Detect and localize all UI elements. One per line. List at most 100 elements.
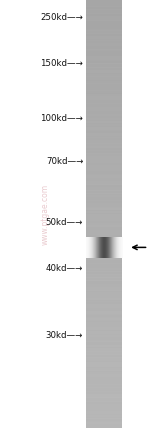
Bar	[86, 264, 122, 265]
Bar	[86, 68, 122, 70]
Bar	[86, 402, 122, 404]
Bar	[86, 171, 122, 172]
Bar	[86, 74, 122, 76]
Bar	[86, 145, 122, 147]
Bar	[104, 237, 105, 258]
Bar	[86, 148, 122, 150]
Bar	[86, 409, 122, 411]
Bar	[86, 244, 122, 245]
Bar	[119, 237, 120, 258]
Bar	[86, 35, 122, 37]
Bar	[86, 273, 122, 275]
Bar	[86, 175, 122, 177]
Bar	[86, 18, 122, 20]
Bar	[86, 5, 122, 7]
Bar	[86, 77, 122, 78]
Bar	[94, 237, 95, 258]
Bar	[86, 265, 122, 267]
Bar	[86, 303, 122, 305]
Bar	[93, 237, 94, 258]
Bar	[116, 237, 117, 258]
Bar	[86, 295, 122, 297]
Bar	[86, 252, 122, 254]
Bar	[86, 20, 122, 21]
Bar	[86, 223, 122, 226]
Bar	[86, 61, 122, 63]
Bar	[86, 383, 122, 385]
Bar	[91, 237, 92, 258]
Bar	[86, 211, 122, 213]
Bar	[108, 237, 109, 258]
Bar	[86, 98, 122, 100]
Bar	[86, 283, 122, 285]
Bar	[103, 237, 104, 258]
Bar	[86, 377, 122, 380]
Bar	[86, 22, 122, 24]
Bar	[86, 420, 122, 422]
Bar	[86, 360, 122, 363]
Bar	[89, 237, 90, 258]
Bar	[86, 146, 122, 149]
Bar	[86, 149, 122, 151]
Bar	[86, 214, 122, 215]
Bar	[86, 11, 122, 13]
Bar	[86, 238, 122, 240]
Bar	[114, 237, 115, 258]
Bar	[86, 338, 122, 339]
Bar	[109, 237, 110, 258]
Bar	[86, 14, 122, 16]
Bar	[86, 325, 122, 327]
Bar	[86, 135, 122, 137]
Bar	[86, 157, 122, 158]
Bar	[86, 88, 122, 90]
Bar	[86, 253, 122, 256]
Bar	[86, 182, 122, 184]
Bar	[86, 249, 122, 251]
Bar	[86, 389, 122, 391]
Bar	[107, 237, 108, 258]
Bar	[110, 237, 111, 258]
Bar	[86, 168, 122, 170]
Bar	[86, 336, 122, 338]
Bar	[86, 302, 122, 304]
Bar	[86, 187, 122, 188]
Bar	[86, 69, 122, 71]
Bar	[86, 124, 122, 125]
Bar	[86, 140, 122, 141]
Bar	[86, 30, 122, 31]
Bar	[86, 218, 122, 220]
Bar	[86, 138, 122, 140]
Bar	[86, 371, 122, 372]
Bar	[86, 151, 122, 153]
Bar	[121, 237, 122, 258]
Bar	[86, 116, 122, 119]
Bar	[86, 45, 122, 47]
Bar	[86, 47, 122, 48]
Bar	[86, 127, 122, 128]
Bar	[86, 315, 122, 317]
Bar	[86, 241, 122, 243]
Bar	[86, 247, 122, 248]
Bar	[86, 192, 122, 194]
Bar	[86, 268, 122, 270]
Bar	[86, 132, 122, 134]
Bar	[86, 188, 122, 190]
Bar	[86, 198, 122, 200]
Bar	[86, 368, 122, 369]
Bar	[106, 237, 107, 258]
Text: 100kd—→: 100kd—→	[40, 114, 83, 124]
Bar	[86, 54, 122, 56]
Bar	[86, 415, 122, 416]
Bar	[114, 237, 115, 258]
Bar	[86, 366, 122, 368]
Bar	[86, 298, 122, 300]
Bar	[86, 165, 122, 167]
Bar	[86, 405, 122, 407]
Bar	[86, 94, 122, 95]
Bar	[86, 272, 122, 274]
Bar	[86, 319, 122, 321]
Bar	[86, 137, 122, 138]
Bar	[86, 189, 122, 191]
Bar	[86, 324, 122, 325]
Bar	[86, 24, 122, 26]
